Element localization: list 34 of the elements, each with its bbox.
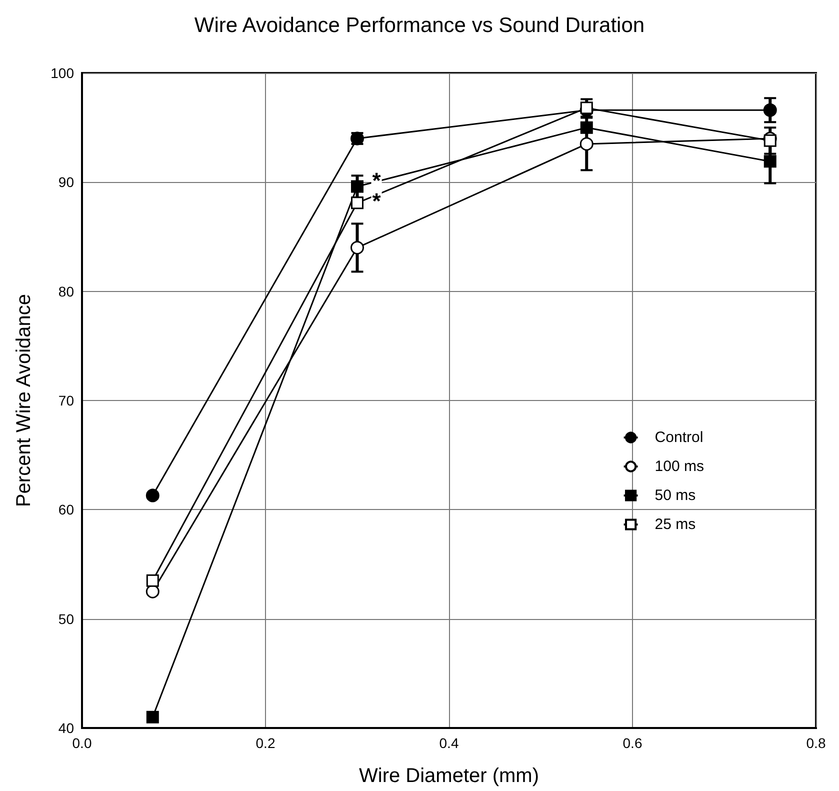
point <box>146 574 159 587</box>
point <box>146 488 160 502</box>
x-tick-label: 0.8 <box>806 735 826 751</box>
y-tick-label: 40 <box>58 720 74 736</box>
x-tick-label: 0.4 <box>439 735 459 751</box>
annotation: * <box>372 168 382 194</box>
point <box>764 134 776 147</box>
point <box>351 180 364 193</box>
x-axis-title: Wire Diameter (mm) <box>359 765 539 787</box>
point <box>764 155 776 168</box>
y-tick-label: 90 <box>58 174 74 190</box>
y-tick-label: 50 <box>58 610 74 627</box>
x-tick-label: 0.0 <box>72 735 92 751</box>
x-tick-label: 0.6 <box>622 735 642 751</box>
chart-title: Wire Avoidance Performance vs Sound Duration <box>194 14 645 37</box>
point <box>580 121 593 134</box>
legend-label: 25 ms <box>654 516 696 533</box>
y-axis-title: Percent Wire Avoidance <box>13 294 35 508</box>
annotation: * <box>372 188 382 214</box>
legend-label: 100 ms <box>654 458 704 475</box>
point <box>580 102 593 114</box>
point <box>146 710 159 724</box>
y-tick-label: 80 <box>58 283 74 300</box>
point <box>146 584 160 598</box>
legend-label: Control <box>654 429 704 446</box>
point <box>580 137 594 151</box>
y-tick-label: 60 <box>58 502 74 518</box>
point <box>351 196 364 210</box>
y-tick-label: 100 <box>50 65 74 81</box>
point <box>350 240 364 254</box>
legend-label: 50 ms <box>654 487 696 504</box>
y-tick-label: 70 <box>58 392 74 408</box>
x-tick-label: 0.2 <box>256 735 276 751</box>
point <box>763 103 777 117</box>
